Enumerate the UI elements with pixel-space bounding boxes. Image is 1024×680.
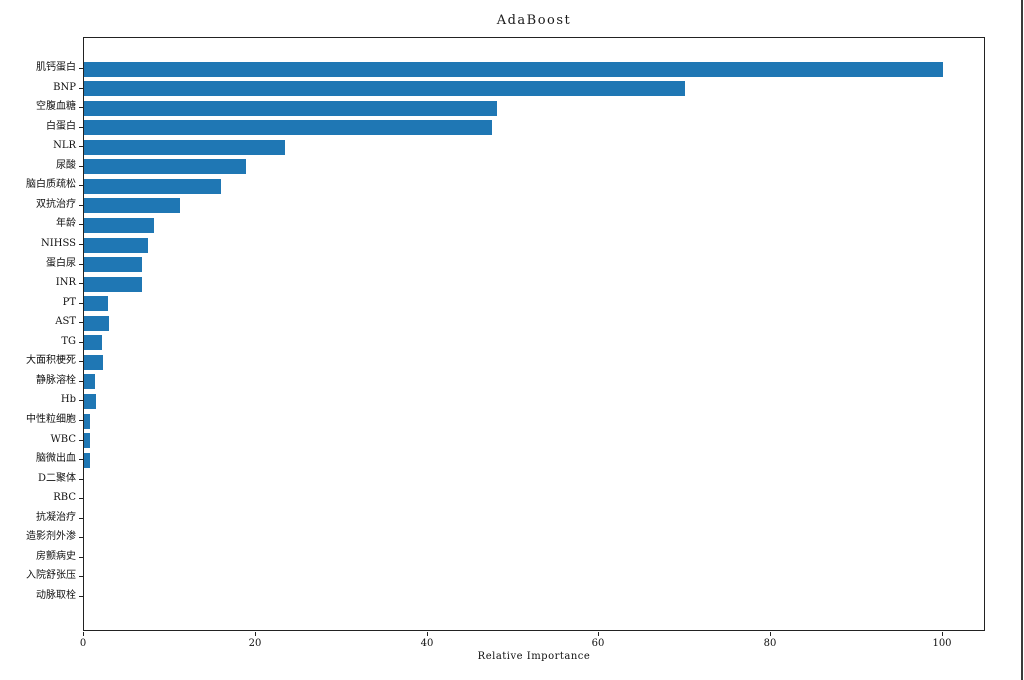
x-tick-mark: [942, 632, 943, 636]
y-tick-mark: [79, 381, 83, 382]
plot-area: [83, 37, 985, 631]
bar: [84, 374, 95, 389]
bar: [84, 101, 497, 116]
y-tick-mark: [79, 459, 83, 460]
y-tick-label: BNP: [53, 82, 76, 93]
x-tick-label: 60: [591, 638, 605, 649]
bar: [84, 179, 221, 194]
y-tick-label: WBC: [50, 434, 76, 445]
y-tick-label: 尿酸: [56, 160, 76, 171]
bar: [84, 296, 108, 311]
y-tick-label: 脑微出血: [36, 453, 76, 464]
y-tick-label: INR: [55, 277, 76, 288]
y-tick-label: 年龄: [56, 218, 76, 229]
x-tick-label: 0: [79, 638, 87, 649]
y-tick-label: 抗凝治疗: [36, 512, 76, 523]
y-tick-label: 肌钙蛋白: [36, 62, 76, 73]
y-tick-label: 双抗治疗: [36, 199, 76, 210]
y-tick-mark: [79, 244, 83, 245]
y-tick-mark: [79, 303, 83, 304]
y-tick-mark: [79, 557, 83, 558]
y-tick-mark: [79, 283, 83, 284]
x-tick-mark: [427, 632, 428, 636]
bar: [84, 198, 180, 213]
bar: [84, 453, 90, 468]
y-tick-label: 蛋白尿: [46, 258, 76, 269]
y-tick-label: 静脉溶栓: [36, 375, 76, 386]
x-tick-mark: [598, 632, 599, 636]
y-tick-mark: [79, 420, 83, 421]
x-tick-label: 100: [932, 638, 952, 649]
x-tick-label: 80: [763, 638, 777, 649]
x-axis-label: Relative Importance: [477, 651, 591, 662]
y-tick-mark: [79, 107, 83, 108]
y-tick-label: 房颤病史: [36, 551, 76, 562]
bar: [84, 238, 148, 253]
bar: [84, 62, 943, 77]
bar: [84, 257, 142, 272]
x-tick-mark: [770, 632, 771, 636]
y-tick-mark: [79, 361, 83, 362]
x-tick-label: 20: [248, 638, 262, 649]
y-tick-mark: [79, 440, 83, 441]
y-tick-mark: [79, 264, 83, 265]
y-tick-mark: [79, 88, 83, 89]
y-tick-mark: [79, 166, 83, 167]
y-tick-mark: [79, 146, 83, 147]
y-tick-mark: [79, 576, 83, 577]
bar: [84, 316, 109, 331]
y-tick-mark: [79, 518, 83, 519]
y-tick-label: TG: [61, 336, 76, 347]
y-tick-label: 白蛋白: [46, 121, 76, 132]
bar: [84, 433, 90, 448]
x-tick-label: 40: [420, 638, 434, 649]
y-tick-label: 中性粒细胞: [26, 414, 76, 425]
y-tick-mark: [79, 322, 83, 323]
y-tick-label: 动脉取栓: [36, 590, 76, 601]
y-tick-label: PT: [62, 297, 76, 308]
bar: [84, 159, 246, 174]
bar: [84, 414, 90, 429]
y-tick-mark: [79, 68, 83, 69]
x-tick-mark: [255, 632, 256, 636]
y-tick-label: 入院舒张压: [26, 570, 76, 581]
y-tick-mark: [79, 498, 83, 499]
y-tick-mark: [79, 342, 83, 343]
bar: [84, 335, 102, 350]
y-tick-label: 空腹血糖: [36, 101, 76, 112]
bar: [84, 355, 103, 370]
y-tick-label: 造影剂外渗: [26, 531, 76, 542]
y-tick-mark: [79, 205, 83, 206]
y-tick-mark: [79, 479, 83, 480]
bar: [84, 394, 96, 409]
y-tick-label: NLR: [53, 140, 76, 151]
y-tick-mark: [79, 400, 83, 401]
bar: [84, 120, 492, 135]
y-tick-mark: [79, 127, 83, 128]
y-tick-label: NIHSS: [41, 238, 76, 249]
y-tick-label: RBC: [53, 492, 76, 503]
y-tick-label: AST: [55, 316, 76, 327]
bar: [84, 218, 154, 233]
y-tick-mark: [79, 185, 83, 186]
y-tick-mark: [79, 596, 83, 597]
y-tick-mark: [79, 537, 83, 538]
y-tick-label: D二聚体: [37, 473, 76, 484]
bar: [84, 277, 142, 292]
window-right-edge: [1021, 0, 1023, 680]
x-tick-mark: [83, 632, 84, 636]
y-tick-mark: [79, 224, 83, 225]
y-tick-label: Hb: [60, 394, 76, 405]
bar: [84, 140, 285, 155]
bar: [84, 81, 685, 96]
y-tick-label: 脑白质疏松: [26, 179, 76, 190]
chart-title: AdaBoost: [496, 13, 572, 28]
y-tick-label: 大面积梗死: [26, 355, 76, 366]
